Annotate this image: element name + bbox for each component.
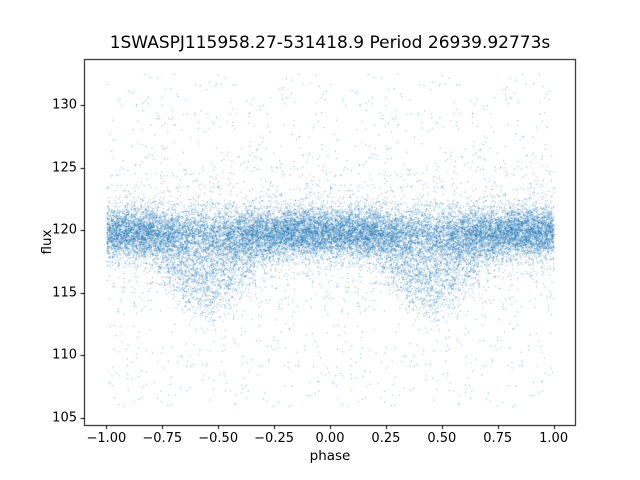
x-tick-label: 1.00 bbox=[539, 431, 569, 446]
y-tick-label: 125 bbox=[52, 160, 77, 176]
x-tick-label: −0.75 bbox=[142, 431, 183, 446]
x-axis-label: phase bbox=[309, 448, 351, 464]
y-tick-label: 130 bbox=[52, 97, 77, 113]
x-tick-label: 0.25 bbox=[371, 431, 401, 446]
x-tick-label: 0.00 bbox=[315, 431, 345, 446]
x-tick-label: 0.50 bbox=[427, 431, 457, 446]
chart-title: 1SWASPJ115958.27-531418.9 Period 26939.9… bbox=[109, 33, 551, 53]
x-tick-label: −0.50 bbox=[198, 431, 239, 446]
y-tick-label: 110 bbox=[52, 347, 77, 363]
y-tick-label: 115 bbox=[52, 285, 77, 301]
x-tick-label: 0.75 bbox=[483, 431, 513, 446]
x-tick-label: −1.00 bbox=[86, 431, 127, 446]
y-tick-label: 120 bbox=[52, 222, 77, 238]
y-tick-label: 105 bbox=[52, 410, 77, 426]
x-tick-label: −0.25 bbox=[254, 431, 294, 446]
